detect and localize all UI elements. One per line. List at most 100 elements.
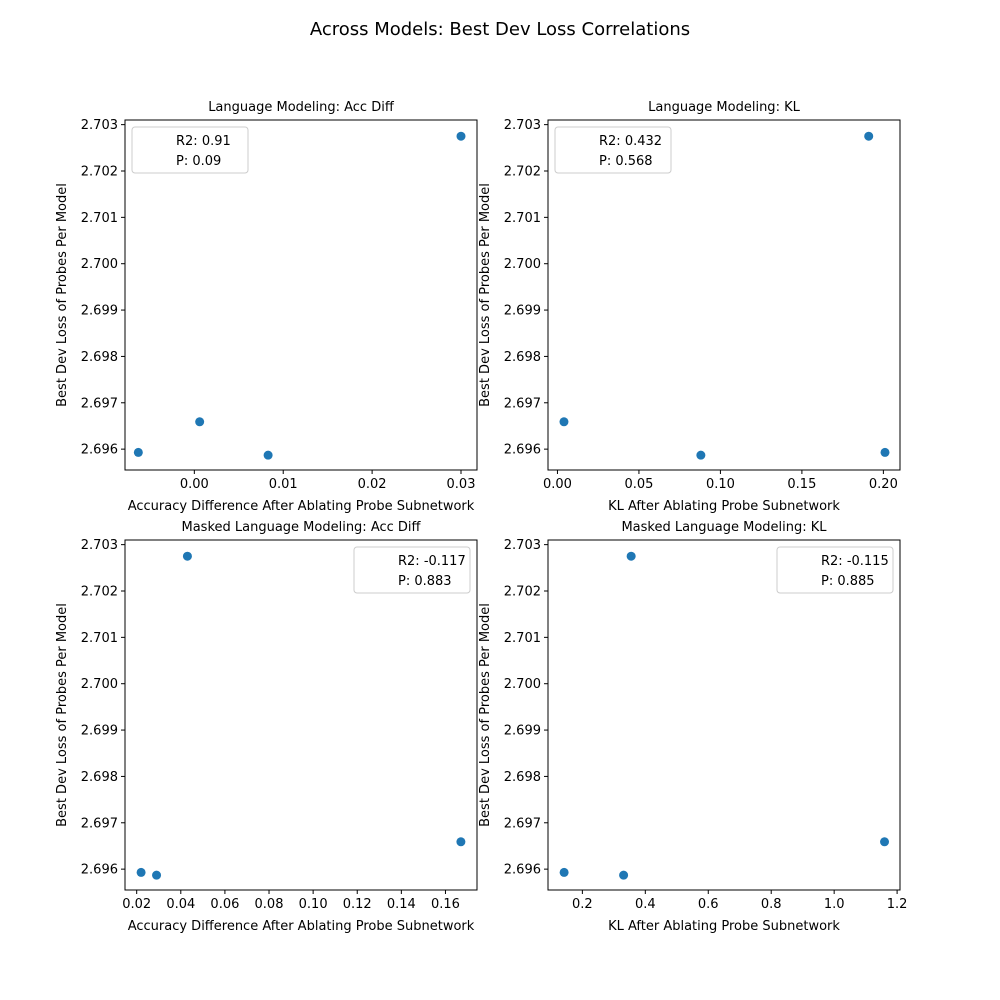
figure-suptitle: Across Models: Best Dev Loss Correlation…	[310, 19, 690, 40]
y-tick-label: 2.701	[504, 631, 541, 646]
y-tick-label: 2.703	[504, 118, 541, 133]
data-point	[195, 417, 205, 427]
y-tick-label: 2.702	[504, 164, 541, 179]
subplot-1: Language Modeling: Acc Diff 0.00 0.01 0.02 0…	[55, 100, 478, 514]
data-point	[133, 447, 143, 457]
x-tick-label: 0.00	[180, 477, 209, 492]
y-tick-label: 2.702	[81, 164, 118, 179]
axes-frame	[547, 539, 901, 891]
data-point	[136, 867, 146, 877]
x-axis-label: KL After Ablating Probe Subnetwork	[608, 499, 840, 514]
legend: R2: 0.91 P: 0.09	[131, 126, 249, 174]
x-tick-label: 0.00	[543, 477, 572, 492]
x-tick-label: 0.02	[122, 897, 151, 912]
y-tick-label: 2.701	[81, 211, 118, 226]
x-tick-label: 0.8	[761, 897, 782, 912]
x-tick-label: 0.10	[299, 897, 328, 912]
data-point	[626, 551, 636, 561]
y-tick-label: 2.698	[504, 350, 541, 365]
legend-entry: P: 0.885	[821, 574, 875, 589]
subplot-title: Language Modeling: KL	[648, 100, 800, 115]
y-tick-label: 2.697	[504, 396, 541, 411]
x-tick-label: 0.14	[387, 897, 416, 912]
y-tick-label: 2.696	[81, 443, 118, 458]
subplot-title: Masked Language Modeling: Acc Diff	[181, 520, 421, 535]
y-tick-label: 2.699	[504, 724, 541, 739]
y-tick-label: 2.703	[504, 538, 541, 553]
y-tick-label: 2.700	[81, 257, 118, 272]
axes-frame	[547, 119, 901, 471]
x-tick-label: 0.20	[869, 477, 898, 492]
legend-entry: R2: -0.117	[398, 554, 466, 569]
subplot-title: Masked Language Modeling: KL	[621, 520, 827, 535]
y-axis-label: Best Dev Loss of Probes Per Model	[55, 183, 70, 407]
y-tick-label: 2.700	[81, 677, 118, 692]
axes-frame	[124, 539, 478, 891]
y-tick-label: 2.702	[81, 584, 118, 599]
y-axis-label: Best Dev Loss of Probes Per Model	[478, 603, 493, 827]
x-axis-label: Accuracy Difference After Ablating Probe…	[128, 499, 475, 514]
subplot-3: Masked Language Modeling: Acc Diff 0.02 0.…	[55, 520, 478, 934]
data-point	[880, 447, 890, 457]
y-tick-label: 2.702	[504, 584, 541, 599]
data-point	[696, 450, 706, 460]
data-point	[456, 131, 466, 141]
legend-entry: R2: 0.91	[176, 134, 231, 149]
data-point	[263, 450, 273, 460]
x-tick-label: 0.4	[635, 897, 656, 912]
x-tick-label: 0.05	[624, 477, 653, 492]
x-axis-label: KL After Ablating Probe Subnetwork	[608, 919, 840, 934]
legend-entry: R2: 0.432	[599, 134, 662, 149]
legend-box	[131, 126, 249, 174]
y-tick-label: 2.699	[81, 304, 118, 319]
x-tick-label: 0.12	[343, 897, 372, 912]
y-tick-label: 2.699	[504, 304, 541, 319]
legend-box	[554, 126, 672, 174]
legend-entry: P: 0.09	[176, 154, 221, 169]
y-tick-label: 2.697	[81, 816, 118, 831]
legend-entry: P: 0.568	[599, 154, 653, 169]
x-tick-label: 0.01	[269, 477, 298, 492]
y-tick-label: 2.698	[81, 770, 118, 785]
y-tick-label: 2.696	[504, 443, 541, 458]
legend: R2: -0.115 P: 0.885	[776, 546, 894, 594]
y-tick-label: 2.701	[504, 211, 541, 226]
data-point	[619, 870, 629, 880]
x-tick-label: 0.06	[210, 897, 239, 912]
x-tick-label: 0.04	[166, 897, 195, 912]
x-tick-label: 1.0	[824, 897, 845, 912]
x-tick-label: 0.02	[358, 477, 387, 492]
y-axis-label: Best Dev Loss of Probes Per Model	[478, 183, 493, 407]
data-point	[559, 867, 569, 877]
data-point	[864, 131, 874, 141]
x-tick-label: 0.6	[698, 897, 719, 912]
subplot-2: Language Modeling: KL 0.00 0.05 0.10 0.15 0.2…	[478, 100, 901, 514]
y-axis-label: Best Dev Loss of Probes Per Model	[55, 603, 70, 827]
x-tick-label: 0.2	[572, 897, 593, 912]
subplot-4: Masked Language Modeling: KL 0.2 0.4 0.6 0.8…	[478, 520, 907, 934]
y-tick-label: 2.700	[504, 257, 541, 272]
x-tick-label: 0.16	[431, 897, 460, 912]
x-tick-label: 0.03	[447, 477, 476, 492]
y-tick-label: 2.696	[504, 863, 541, 878]
x-axis-label: Accuracy Difference After Ablating Probe…	[128, 919, 475, 934]
y-tick-label: 2.697	[81, 396, 118, 411]
data-point	[880, 837, 890, 847]
y-tick-label: 2.698	[504, 770, 541, 785]
legend-box	[353, 546, 471, 594]
x-tick-label: 1.2	[887, 897, 908, 912]
subplot-grid: Language Modeling: Acc Diff 0.00 0.01 0.02 0…	[55, 100, 907, 934]
axes-frame	[124, 119, 478, 471]
data-point	[182, 551, 192, 561]
legend: R2: 0.432 P: 0.568	[554, 126, 672, 174]
legend-box	[776, 546, 894, 594]
y-tick-label: 2.698	[81, 350, 118, 365]
y-tick-label: 2.700	[504, 677, 541, 692]
data-point	[152, 870, 162, 880]
legend-entry: P: 0.883	[398, 574, 452, 589]
x-tick-label: 0.15	[787, 477, 816, 492]
subplot-title: Language Modeling: Acc Diff	[208, 100, 395, 115]
x-tick-label: 0.08	[255, 897, 284, 912]
y-tick-label: 2.696	[81, 863, 118, 878]
